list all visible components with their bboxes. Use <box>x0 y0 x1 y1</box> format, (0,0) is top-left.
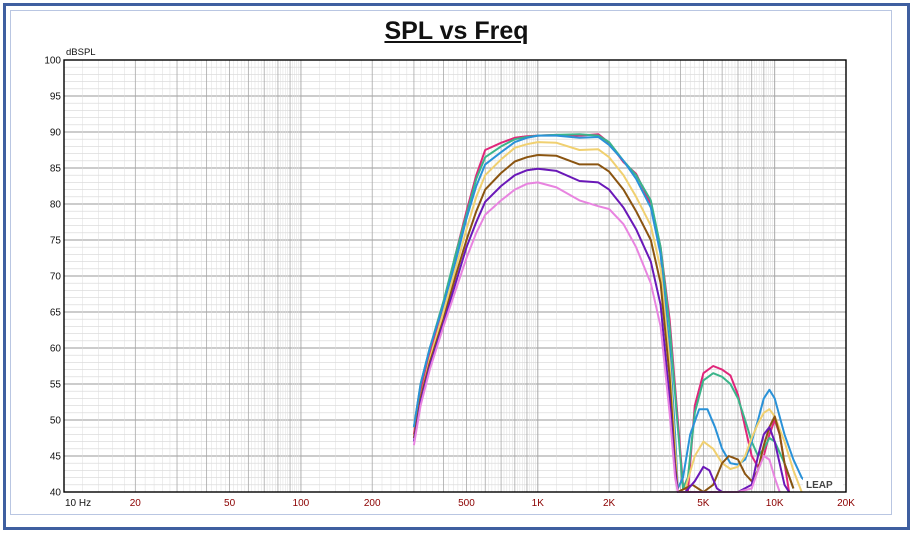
y-tick-label: 90 <box>50 128 62 139</box>
series-line-6 <box>412 167 790 493</box>
y-tick-label: 100 <box>44 56 61 67</box>
x-tick-label: 100 <box>293 498 310 509</box>
series-group <box>412 133 817 493</box>
watermark-logo: LEAP <box>806 480 833 491</box>
x-tick-label: 20K <box>837 498 855 509</box>
y-tick-label: 55 <box>50 380 62 391</box>
y-tick-label: 95 <box>50 92 62 103</box>
x-tick-label: 10K <box>766 498 784 509</box>
series-line-7 <box>412 181 781 493</box>
y-tick-label: 50 <box>50 416 62 427</box>
x-tick-label: 10 Hz <box>65 498 91 509</box>
x-tick-labels: 10 Hz 20 50 100 200 500 1K 2K 5K 10K 20K <box>65 498 855 509</box>
plot-border <box>63 59 847 493</box>
grid <box>63 59 847 493</box>
y-tick-label: 80 <box>50 200 62 211</box>
y-tick-labels: 100 95 90 85 80 75 70 65 60 55 50 45 40 <box>44 56 61 499</box>
x-tick-label: 200 <box>364 498 381 509</box>
series-line-2 <box>412 133 795 490</box>
x-tick-label: 1K <box>532 498 545 509</box>
y-tick-label: 45 <box>50 452 62 463</box>
x-tick-label: 50 <box>224 498 236 509</box>
y-axis-label: dBSPL <box>66 47 96 58</box>
watermark-box <box>803 478 843 490</box>
y-tick-label: 65 <box>50 308 62 319</box>
chart-title: SPL vs Freq <box>384 17 529 45</box>
x-tick-label: 5K <box>697 498 710 509</box>
x-tick-label: 2K <box>603 498 616 509</box>
series-line-4 <box>412 141 803 493</box>
y-tick-label: 85 <box>50 164 62 175</box>
x-tick-label: 500 <box>458 498 475 509</box>
y-tick-label: 70 <box>50 272 62 283</box>
x-tick-label: 20 <box>130 498 142 509</box>
y-tick-label: 75 <box>50 236 62 247</box>
y-tick-label: 40 <box>50 488 62 499</box>
y-tick-label: 60 <box>50 344 62 355</box>
